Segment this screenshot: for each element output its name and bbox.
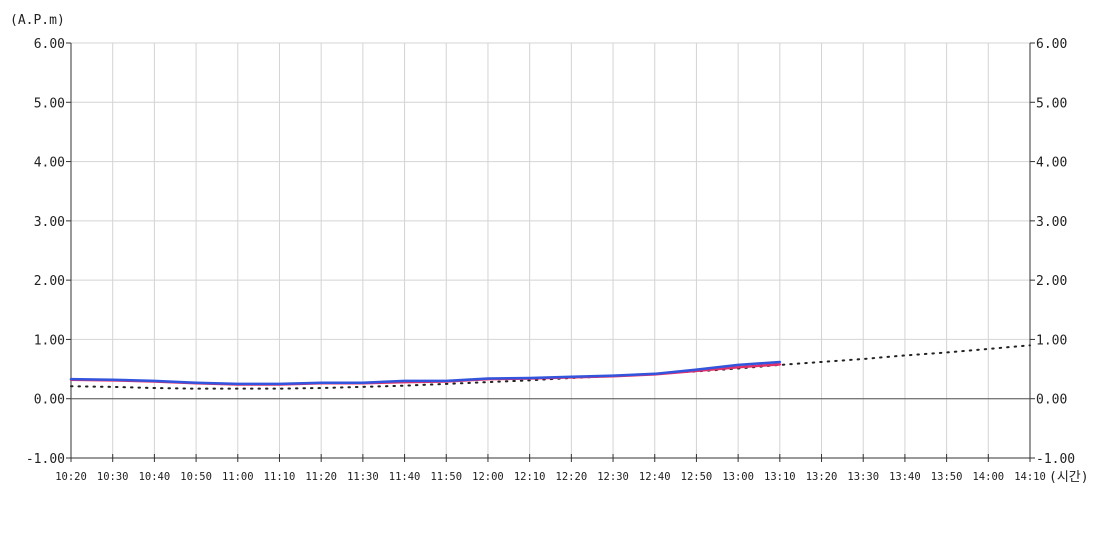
x-axis-title: (시간) xyxy=(1049,470,1089,485)
x-tick-label: 14:00 xyxy=(972,471,1004,483)
x-tick-label: 13:10 xyxy=(764,471,796,483)
y-tick-label-right: -1.00 xyxy=(1036,452,1075,467)
x-tick-label: 11:30 xyxy=(347,471,379,483)
y-tick-label-right: 5.00 xyxy=(1036,96,1067,111)
y-tick-label-left: 4.00 xyxy=(34,156,65,171)
y-tick-label-right: 2.00 xyxy=(1036,274,1067,289)
x-tick-label: 10:40 xyxy=(139,471,171,483)
x-tick-label: 11:40 xyxy=(389,471,421,483)
x-tick-label: 12:20 xyxy=(556,471,588,483)
x-tick-label: 12:30 xyxy=(597,471,629,483)
x-tick-label: 10:20 xyxy=(55,471,87,483)
x-tick-label: 14:10 xyxy=(1014,471,1046,483)
x-tick-label: 11:20 xyxy=(305,471,337,483)
x-tick-label: 11:10 xyxy=(264,471,296,483)
label-layer: (A.P.m) (시간) 6.00 6.00 5.00 5.00 4.00 4.00 3.0… xyxy=(10,13,1089,485)
x-tick-label: 12:40 xyxy=(639,471,671,483)
y-tick-label-left: 5.00 xyxy=(34,96,65,111)
x-tick-label: 13:00 xyxy=(722,471,754,483)
y-tick-label-left: 6.00 xyxy=(34,37,65,52)
y-tick-label-right: 3.00 xyxy=(1036,215,1067,230)
x-tick-label: 12:00 xyxy=(472,471,504,483)
y-tick-label-left: 3.00 xyxy=(34,215,65,230)
grid-layer xyxy=(70,42,1031,459)
x-tick-label: 13:30 xyxy=(847,471,879,483)
y-tick-label-left: 1.00 xyxy=(34,333,65,348)
x-tick-label: 13:20 xyxy=(806,471,838,483)
y-tick-label-right: 0.00 xyxy=(1036,393,1067,408)
y-tick-label-left: -1.00 xyxy=(26,452,65,467)
y-tick-label-right: 1.00 xyxy=(1036,333,1067,348)
series-layer xyxy=(69,344,1031,390)
x-tick-label: 13:50 xyxy=(931,471,963,483)
x-tick-label: 10:50 xyxy=(180,471,212,483)
y-tick-label-left: 0.00 xyxy=(34,393,65,408)
x-tick-label: 12:50 xyxy=(681,471,713,483)
series-line-0 xyxy=(69,360,782,386)
y-tick-label-right: 4.00 xyxy=(1036,156,1067,171)
axis-layer xyxy=(66,42,1035,462)
x-tick-label: 13:40 xyxy=(889,471,921,483)
x-tick-label: 10:30 xyxy=(97,471,129,483)
y-tick-label-right: 6.00 xyxy=(1036,37,1067,52)
x-tick-label: 11:00 xyxy=(222,471,254,483)
x-tick-label: 11:50 xyxy=(430,471,462,483)
y-axis-title: (A.P.m) xyxy=(10,13,65,28)
y-tick-label-left: 2.00 xyxy=(34,274,65,289)
x-tick-label: 12:10 xyxy=(514,471,546,483)
